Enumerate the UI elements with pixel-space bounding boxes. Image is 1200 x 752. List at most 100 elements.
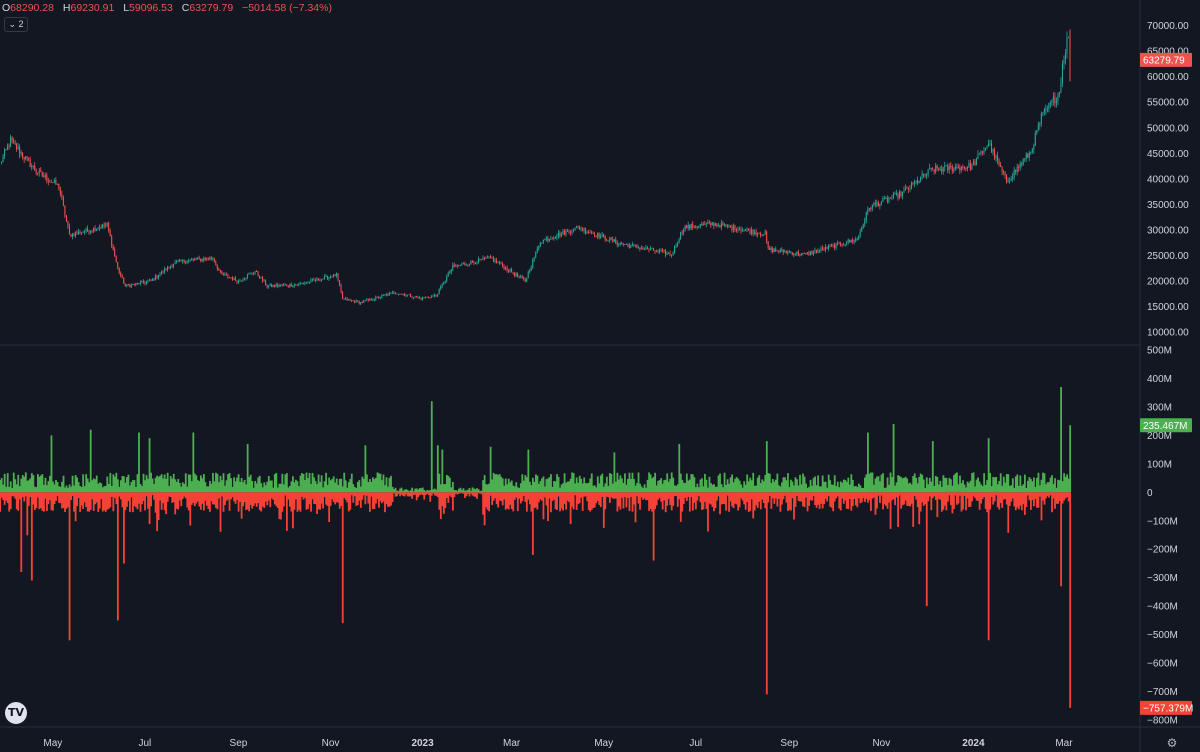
outflow-bar bbox=[402, 492, 405, 496]
outflow-bar bbox=[873, 492, 875, 498]
outflow-bar bbox=[209, 492, 211, 512]
candle bbox=[26, 156, 28, 158]
flow-scale[interactable]: 500M400M300M200M100M0−100M−200M−300M−400… bbox=[1147, 346, 1178, 727]
candle bbox=[1039, 123, 1041, 125]
candle bbox=[535, 251, 537, 258]
candle bbox=[452, 264, 454, 270]
inflow-bar bbox=[618, 479, 620, 493]
candle bbox=[983, 150, 985, 153]
inflow-bar bbox=[282, 484, 285, 493]
candle bbox=[787, 251, 789, 254]
candle bbox=[106, 222, 108, 226]
tradingview-logo[interactable]: TV bbox=[5, 702, 27, 724]
inflow-bar bbox=[424, 491, 427, 493]
inflow-bar bbox=[931, 441, 934, 493]
outflow-bar bbox=[316, 492, 318, 514]
outflow-bar bbox=[221, 492, 223, 497]
candle bbox=[514, 273, 516, 276]
candle bbox=[855, 238, 857, 242]
inflow-bar bbox=[593, 485, 596, 493]
outflow-bar bbox=[595, 492, 598, 504]
outflow-bar bbox=[444, 492, 447, 509]
outflow-bar bbox=[738, 492, 741, 508]
outflow-bar bbox=[364, 492, 367, 505]
candle bbox=[820, 247, 822, 251]
candle bbox=[390, 292, 392, 294]
outflow-bar bbox=[672, 492, 675, 506]
outflow-bar bbox=[575, 492, 578, 510]
candle bbox=[411, 296, 413, 298]
candle bbox=[20, 152, 22, 154]
candle bbox=[274, 285, 276, 287]
candle bbox=[1004, 171, 1006, 176]
outflow-bar bbox=[731, 492, 734, 507]
outflow-bar bbox=[202, 492, 205, 511]
candle bbox=[977, 154, 979, 159]
outflow-bar bbox=[942, 492, 945, 510]
inflow-bar bbox=[1033, 477, 1035, 493]
outflow-bar bbox=[387, 492, 389, 507]
inflow-bar bbox=[830, 484, 833, 493]
candle bbox=[227, 274, 229, 278]
candle bbox=[329, 276, 332, 278]
inflow-bar bbox=[55, 479, 57, 493]
candle bbox=[1067, 37, 1070, 39]
inflow-bar bbox=[809, 479, 812, 493]
inflow-bar bbox=[947, 485, 949, 493]
inflow-bar bbox=[972, 472, 975, 493]
inflow-bar bbox=[370, 481, 373, 493]
inflow-bar bbox=[453, 490, 456, 493]
candle bbox=[624, 244, 626, 246]
last-inflow-badge: 235.467M bbox=[1143, 421, 1187, 432]
candle bbox=[394, 293, 396, 295]
gear-icon[interactable]: ⚙ bbox=[1166, 736, 1178, 750]
candle bbox=[129, 285, 131, 287]
outflow-bar bbox=[391, 492, 394, 503]
candle bbox=[393, 292, 395, 294]
candle bbox=[391, 292, 393, 294]
candle bbox=[542, 239, 544, 243]
inflow-bar bbox=[851, 479, 854, 493]
outflow-bar bbox=[396, 492, 398, 497]
candle bbox=[707, 222, 709, 224]
outflow-bar bbox=[196, 492, 199, 502]
outflow-bar bbox=[467, 492, 469, 494]
time-scale[interactable]: May Jul Sep Nov 2023 Mar May Jul Sep Nov 2024 Mar bbox=[43, 738, 1073, 749]
outflow-bar bbox=[138, 492, 140, 504]
candle bbox=[133, 284, 135, 286]
indicator-collapse-button[interactable]: ⌄ 2 bbox=[4, 17, 28, 32]
outflow-bar bbox=[847, 492, 850, 510]
outflow-bar bbox=[667, 492, 670, 499]
inflow-bar bbox=[325, 472, 328, 493]
inflow-bar bbox=[1016, 474, 1019, 493]
outflow-bar bbox=[530, 492, 533, 512]
inflow-bar bbox=[237, 474, 240, 493]
candle bbox=[1046, 108, 1048, 110]
candle bbox=[992, 149, 994, 153]
candle bbox=[618, 243, 620, 245]
outflow-bar bbox=[470, 492, 472, 494]
candle bbox=[696, 226, 698, 228]
outflow-bar bbox=[913, 492, 916, 497]
candle bbox=[508, 270, 510, 272]
inflow-bar bbox=[322, 487, 325, 493]
candle bbox=[44, 175, 46, 177]
candle bbox=[738, 229, 741, 231]
inflow-bar bbox=[77, 482, 80, 493]
candle bbox=[465, 264, 467, 266]
inflow-bar bbox=[500, 476, 503, 493]
indicator-count: 2 bbox=[18, 19, 24, 29]
price-scale[interactable]: 70000.0065000.0060000.0055000.0050000.00… bbox=[1147, 21, 1189, 339]
candle bbox=[828, 245, 830, 249]
inflow-bar bbox=[109, 472, 112, 493]
inflow-bar bbox=[993, 477, 996, 493]
inflow-bar bbox=[311, 472, 314, 493]
outflow-bar bbox=[669, 492, 672, 506]
candle bbox=[277, 284, 279, 287]
inflow-bar bbox=[765, 441, 768, 493]
inflow-bar bbox=[187, 474, 190, 493]
outflow-bar bbox=[225, 492, 228, 501]
inflow-bar bbox=[411, 487, 414, 493]
inflow-bar bbox=[1030, 478, 1032, 493]
